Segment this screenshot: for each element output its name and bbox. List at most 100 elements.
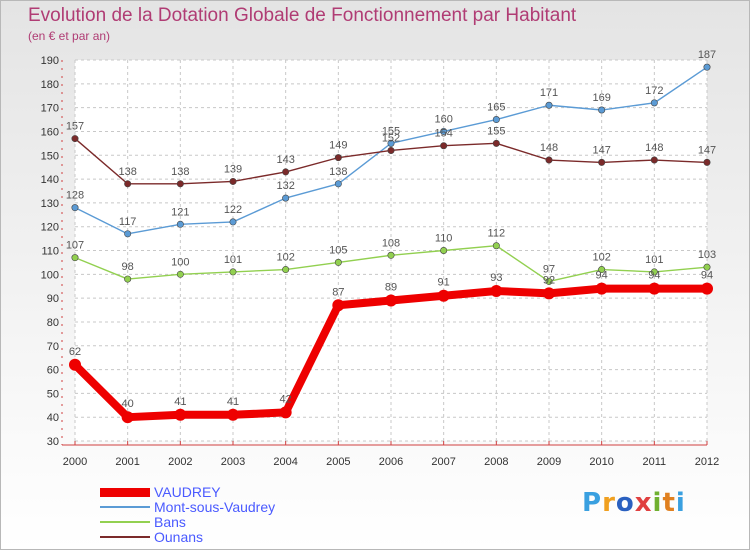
y-tick-label: 80 [47,317,59,329]
data-label-vaudrey: 87 [332,286,344,298]
data-label-mont-sous-vaudrey: 155 [382,125,400,137]
data-label-mont-sous-vaudrey: 160 [434,113,452,125]
data-label-ounans: 143 [276,154,294,166]
data-label-bans: 112 [488,228,506,240]
data-point-ounans [598,158,606,166]
data-label-mont-sous-vaudrey: 132 [276,180,294,192]
data-label-bans: 100 [171,256,189,268]
data-point-bans [71,254,79,262]
data-label-mont-sous-vaudrey: 171 [540,87,558,99]
data-point-ounans [545,156,553,164]
y-tick-label: 70 [47,341,59,353]
data-label-bans: 105 [329,244,347,256]
data-point-mont-sous-vaudrey [124,230,132,238]
data-point-ounans [334,154,342,162]
y-tick-label: 100 [41,269,59,281]
legend-label: Mont-sous-Vaudrey [154,499,276,515]
data-label-mont-sous-vaudrey: 138 [329,166,347,178]
legend-item-mont-sous-vaudrey: Mont-sous-Vaudrey [100,499,275,515]
data-label-bans: 107 [66,240,84,252]
chart-subtitle: (en € et par an) [28,29,111,43]
data-label-ounans: 155 [487,125,505,137]
data-label-ounans: 148 [540,142,558,154]
data-point-mont-sous-vaudrey [440,127,448,135]
data-label-bans: 108 [382,237,400,249]
data-point-mont-sous-vaudrey [176,220,184,228]
data-label-vaudrey: 93 [490,272,502,284]
data-point-ounans [492,139,500,147]
data-point-vaudrey [437,289,450,302]
data-label-bans: 103 [698,249,716,261]
y-tick-label: 190 [41,55,59,67]
data-label-vaudrey: 94 [596,270,608,282]
data-label-vaudrey: 94 [701,270,713,282]
data-label-vaudrey: 41 [174,396,186,408]
y-tick-label: 150 [41,150,59,162]
data-point-bans [282,266,290,274]
data-label-ounans: 139 [224,163,242,175]
logo-letter: i [652,488,663,518]
data-point-ounans [124,180,132,188]
data-point-bans [440,247,448,255]
data-label-ounans: 154 [434,128,452,140]
plot-area [75,60,707,441]
data-label-mont-sous-vaudrey: 165 [487,102,505,114]
data-point-vaudrey [279,406,292,419]
data-point-mont-sous-vaudrey [650,99,658,107]
data-point-bans [703,263,711,271]
data-point-mont-sous-vaudrey [492,116,500,124]
legend-swatch [100,487,150,497]
legend-item-ounans: Ounans [100,529,203,545]
data-label-mont-sous-vaudrey: 169 [592,92,610,104]
y-tick-label: 30 [47,436,59,448]
data-label-vaudrey: 62 [69,346,81,358]
data-point-vaudrey [121,411,134,424]
data-label-bans: 101 [645,254,663,266]
data-point-bans [598,266,606,274]
y-tick-label: 60 [47,365,59,377]
y-tick-label: 40 [47,412,59,424]
x-tick-label: 2001 [115,456,139,468]
data-point-bans [387,251,395,259]
data-point-vaudrey [543,287,555,300]
y-tick-label: 140 [41,174,59,186]
data-point-mont-sous-vaudrey [387,139,395,147]
data-label-ounans: 148 [645,142,663,154]
data-label-bans: 101 [224,254,242,266]
data-point-ounans [440,142,448,150]
x-tick-label: 2006 [379,456,403,468]
x-tick-label: 2011 [643,456,667,468]
x-tick-label: 2009 [537,456,561,468]
x-tick-label: 2003 [221,456,245,468]
data-label-bans: 97 [543,263,555,275]
data-label-ounans: 157 [66,121,84,133]
data-point-vaudrey [648,282,661,295]
data-point-mont-sous-vaudrey [598,106,606,114]
data-label-ounans: 138 [171,166,189,178]
data-label-vaudrey: 92 [543,274,555,286]
data-point-bans [124,275,132,283]
y-tick-label: 110 [41,246,59,258]
data-point-bans [334,258,342,266]
legend-swatch [100,536,150,538]
data-point-mont-sous-vaudrey [545,101,553,109]
logo-letter: x [634,488,653,518]
data-point-bans [492,242,500,250]
x-tick-label: 2002 [168,456,192,468]
data-label-mont-sous-vaudrey: 128 [66,190,84,202]
data-point-vaudrey [385,294,397,307]
x-tick-label: 2007 [431,456,455,468]
data-point-vaudrey [595,282,608,295]
data-point-ounans [282,168,290,176]
data-label-bans: 102 [592,252,610,264]
data-label-ounans: 149 [329,140,347,152]
y-tick-label: 160 [41,126,59,138]
logo-letter: i [675,488,686,518]
data-label-mont-sous-vaudrey: 117 [119,216,137,228]
data-point-bans [176,270,184,278]
data-label-vaudrey: 94 [648,270,660,282]
logo-letter: P [582,488,603,518]
data-label-bans: 102 [276,252,294,264]
data-label-mont-sous-vaudrey: 121 [171,206,189,218]
